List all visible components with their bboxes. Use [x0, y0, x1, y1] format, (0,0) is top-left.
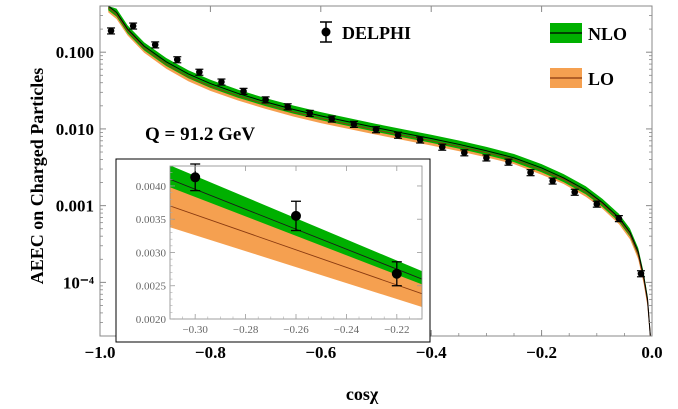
inset-x-tick-label: −0.22 — [384, 324, 409, 336]
inset-x-tick-label: −0.26 — [283, 324, 309, 336]
delphi-point — [416, 136, 425, 144]
delphi-point — [239, 87, 248, 95]
delphi-point — [195, 68, 204, 76]
legend-item-delphi: DELPHI — [320, 21, 411, 43]
main-bands — [108, 6, 651, 336]
delphi-point — [438, 143, 447, 151]
delphi-point — [592, 200, 601, 208]
x-axis-ticks: −1.0 −0.8 −0.6 −0.4 −0.2 0.0 — [85, 6, 663, 362]
x-tick-label: −1.0 — [85, 343, 116, 362]
delphi-points — [107, 22, 645, 278]
x-axis-title: cosχ — [346, 384, 379, 404]
inset-y-tick-label: 0.0035 — [136, 214, 167, 226]
delphi-point — [283, 103, 292, 111]
delphi-point — [548, 177, 557, 185]
inset-delphi-point — [391, 261, 402, 287]
delphi-point — [482, 154, 491, 162]
legend: DELPHI NLO LO — [320, 21, 627, 89]
inset-points — [190, 163, 402, 287]
legend-item-nlo: NLO — [550, 23, 627, 44]
delphi-point — [460, 149, 469, 157]
delphi-point — [129, 22, 138, 30]
legend-label-nlo: NLO — [588, 24, 627, 44]
line-nlo — [107, 5, 651, 337]
inset-y-tick-label: 0.0030 — [136, 247, 167, 259]
inset-x-ticks: −0.30 −0.28 −0.26 −0.24 −0.22 — [169, 166, 423, 336]
delphi-point — [394, 131, 403, 139]
band-nlo — [108, 6, 651, 336]
delphi-point — [349, 120, 358, 129]
x-tick-label: −0.2 — [526, 343, 557, 362]
inset-delphi-point — [291, 200, 301, 232]
delphi-point — [570, 188, 579, 196]
delphi-point — [327, 115, 336, 123]
delphi-point — [305, 109, 314, 118]
y-axis-title: AEEC on Charged Particles — [27, 68, 47, 284]
y-tick-label: 0.010 — [56, 120, 94, 139]
delphi-point — [173, 56, 182, 64]
inset-y-ticks: 0.0020 0.0025 0.0030 0.0035 0.0040 — [136, 165, 422, 326]
delphi-point — [107, 27, 116, 35]
inset-y-tick-label: 0.0020 — [136, 314, 167, 326]
inset-y-tick-label: 0.0025 — [136, 281, 167, 293]
delphi-point — [372, 126, 380, 134]
delphi-point — [261, 96, 270, 104]
y-tick-label: 10⁻⁴ — [63, 273, 94, 292]
delphi-point — [151, 41, 160, 49]
delphi-point — [504, 158, 513, 166]
inset-chart: −0.30 −0.28 −0.26 −0.24 −0.22 0.00200.00250.… — [115, 158, 431, 343]
y-tick-label: 0.100 — [56, 43, 94, 62]
inset-line-lo — [170, 205, 422, 295]
x-tick-label: −0.6 — [305, 343, 336, 362]
inset-x-tick-label: −0.24 — [334, 324, 360, 336]
x-tick-label: −0.4 — [416, 343, 447, 362]
legend-label-delphi: DELPHI — [342, 23, 411, 43]
y-axis-ticks: 10⁻⁴ 0.001 0.010 0.100 — [56, 5, 652, 337]
delphi-point — [217, 78, 226, 86]
x-tick-label: 0.0 — [641, 343, 662, 362]
legend-label-lo: LO — [588, 69, 614, 89]
delphi-point — [636, 270, 645, 278]
inset-y-tick-label: 0.0040 — [136, 181, 167, 193]
x-tick-label: −0.8 — [195, 343, 226, 362]
legend-item-lo: LO — [550, 68, 614, 89]
energy-annotation: Q = 91.2 GeV — [145, 124, 255, 145]
inset-x-tick-label: −0.28 — [233, 324, 259, 336]
delphi-point — [526, 169, 535, 177]
y-tick-label: 0.001 — [56, 197, 94, 216]
inset-x-tick-label: −0.30 — [182, 324, 208, 336]
delphi-point — [614, 215, 623, 223]
